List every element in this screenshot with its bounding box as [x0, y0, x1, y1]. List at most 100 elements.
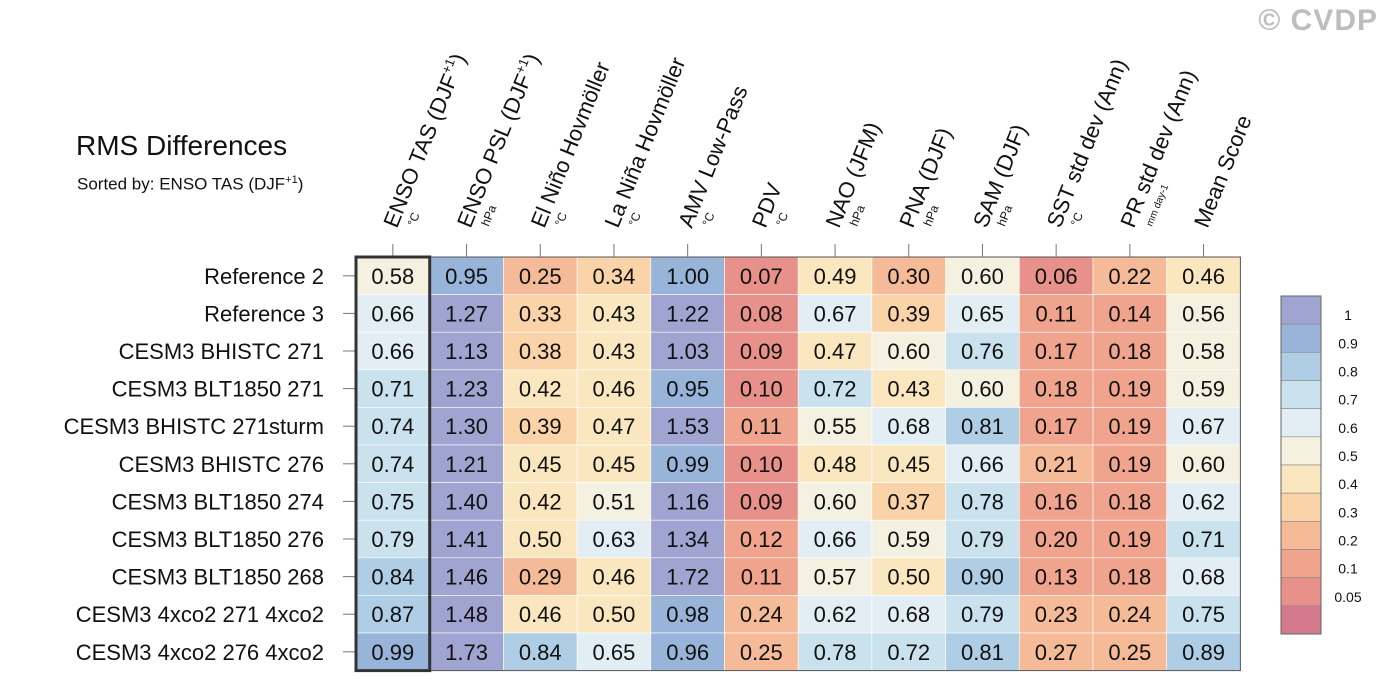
colorbar-swatch — [1280, 295, 1322, 325]
colorbar-label: 0.1 — [1338, 561, 1358, 577]
colorbar-swatch — [1280, 436, 1322, 466]
cell-value: 0.79 — [961, 602, 1004, 627]
cell-value: 0.60 — [1182, 452, 1225, 477]
cell-value: 0.19 — [1108, 452, 1151, 477]
heatmap-cell — [576, 595, 652, 634]
cell-value: 0.84 — [519, 640, 562, 665]
heatmap-cell — [1166, 632, 1241, 671]
heatmap-cell — [1166, 444, 1241, 483]
colorbar-swatch — [1280, 408, 1322, 438]
colorbar-label: 0.05 — [1334, 589, 1361, 605]
cell-value: 0.51 — [593, 489, 636, 514]
heatmap-cell — [724, 369, 799, 408]
heatmap-cell — [503, 595, 578, 634]
row-label: CESM3 BLT1850 276 — [112, 527, 324, 552]
cell-value: 0.46 — [519, 602, 562, 627]
cell-value: 0.39 — [887, 301, 930, 326]
row-label: CESM3 4xco2 276 4xco2 — [76, 640, 324, 665]
heatmap-cell — [871, 256, 946, 295]
heatmap-cell — [355, 331, 430, 371]
cell-value: 0.87 — [371, 602, 414, 627]
colorbar-label: 0.7 — [1338, 392, 1358, 408]
heatmap-cell — [945, 444, 1020, 483]
heatmap-cell — [1018, 294, 1094, 333]
column-label: ENSO TAS (DJF+1) — [377, 49, 470, 230]
cell-value: 0.79 — [961, 527, 1004, 552]
row-label: CESM3 BLT1850 268 — [112, 565, 324, 590]
heatmap-cell — [1166, 331, 1241, 371]
heatmap-cell — [355, 519, 430, 559]
heatmap-cell — [945, 407, 1020, 446]
colorbar-swatch — [1280, 521, 1322, 550]
cell-value: 0.14 — [1108, 301, 1151, 326]
heatmap-cell — [871, 557, 946, 596]
row-label: Reference 2 — [204, 264, 324, 289]
cell-value: 0.48 — [814, 452, 857, 477]
heatmap-cell — [355, 557, 430, 596]
column-label: ENSO PSL (DJF+1) — [451, 49, 544, 230]
cell-value: 0.75 — [371, 489, 414, 514]
cell-value: 0.74 — [371, 414, 414, 439]
heatmap-cell — [797, 444, 873, 483]
colorbar-swatch — [1280, 549, 1322, 578]
heatmap-cell — [1018, 407, 1094, 446]
cell-value: 0.59 — [1182, 377, 1225, 402]
heatmap-cell — [1018, 369, 1094, 408]
cell-value: 0.27 — [1035, 640, 1078, 665]
heatmap-cell — [650, 444, 725, 483]
heatmap-cell — [871, 331, 946, 371]
cell-value: 0.95 — [445, 264, 488, 289]
heatmap-cell — [1166, 256, 1241, 295]
heatmap-cell — [429, 595, 504, 634]
heatmap-cell — [724, 482, 799, 521]
subtitle-suffix: ) — [297, 174, 304, 194]
column-unit: °C — [405, 210, 423, 228]
cell-value: 0.34 — [593, 264, 636, 289]
heatmap-cell — [650, 407, 725, 446]
cell-value: 0.99 — [666, 452, 709, 477]
heatmap-cell — [1092, 557, 1167, 596]
heatmap-cell — [429, 331, 504, 371]
colorbar-swatch — [1280, 464, 1322, 494]
heatmap-cell — [1166, 407, 1241, 446]
subtitle-sup: +1 — [285, 174, 298, 186]
row-label: CESM3 BHISTC 271sturm — [64, 414, 324, 439]
cell-value: 0.39 — [519, 414, 562, 439]
row-label: Reference 3 — [204, 301, 324, 326]
column-label: El Niño Hovmöller — [526, 58, 615, 231]
colorbar: 1 0.9 0.8 0.7 0.6 0.5 0.4 0.3 0.2 0.1 0.05 — [1280, 295, 1362, 635]
cell-value: 0.57 — [814, 565, 857, 590]
cell-value: 0.60 — [814, 489, 857, 514]
colorbar-label: 0.3 — [1338, 504, 1358, 520]
colorbar-label: 0.5 — [1338, 448, 1358, 464]
heatmap-cell — [945, 294, 1020, 333]
cell-value: 0.68 — [887, 414, 930, 439]
heatmap-cell — [355, 407, 430, 446]
colorbar-swatch — [1280, 577, 1322, 607]
column-unit: °C — [699, 210, 717, 228]
sorted-column-highlight — [354, 255, 432, 673]
heatmap-cell — [1166, 595, 1241, 634]
cell-value: 0.22 — [1108, 264, 1151, 289]
cell-value: 0.19 — [1108, 377, 1151, 402]
heatmap-cell — [945, 482, 1020, 521]
cell-value: 0.67 — [814, 301, 857, 326]
heatmap-cell — [1018, 482, 1094, 521]
colorbar-label: 0.6 — [1338, 420, 1358, 436]
heatmap-cell — [650, 294, 725, 333]
cell-value: 0.11 — [741, 414, 782, 439]
cell-value: 0.06 — [1035, 264, 1078, 289]
colorbar-swatch — [1280, 352, 1322, 381]
heatmap-cell — [797, 595, 873, 634]
heatmap-cell — [503, 407, 578, 446]
colorbar-border — [1280, 295, 1322, 635]
heatmap-cell — [576, 256, 652, 295]
cell-value: 0.66 — [371, 301, 414, 326]
cell-value: 0.56 — [1182, 301, 1225, 326]
heatmap-cell — [1092, 632, 1167, 671]
cell-value: 0.74 — [371, 452, 414, 477]
colorbar-label: 1 — [1344, 307, 1352, 323]
cell-value: 0.18 — [1108, 565, 1151, 590]
heatmap-cell — [724, 444, 799, 483]
heatmap-cell — [797, 632, 873, 671]
